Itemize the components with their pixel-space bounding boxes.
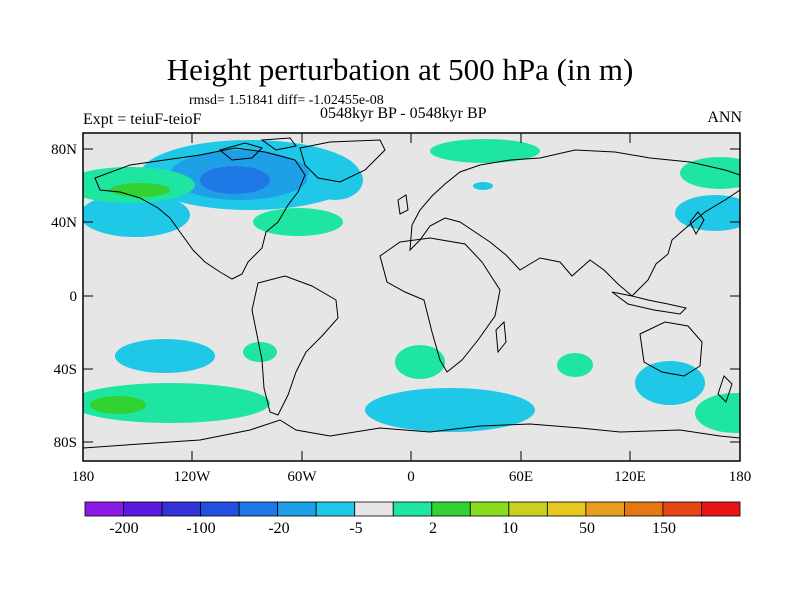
anomaly-negative-north-pacific bbox=[83, 193, 190, 237]
lat-label-80n: 80N bbox=[51, 142, 77, 158]
lat-tick-marks bbox=[83, 148, 740, 443]
coastline-layer bbox=[83, 137, 740, 449]
stats-text: rmsd= 1.51841 diff= -1.02455e-08 bbox=[189, 93, 384, 108]
anomaly-positive-arctic bbox=[430, 139, 540, 163]
colorbar-swatch-5 bbox=[238, 501, 279, 517]
lon-label-180-left: 180 bbox=[72, 469, 95, 485]
colorbar-label-8: 150 bbox=[652, 520, 676, 537]
colorbar-swatch-1 bbox=[84, 501, 124, 517]
lon-labels: 180 120W 60W 0 60E 120E 180 bbox=[72, 469, 752, 485]
lon-label-0: 0 bbox=[407, 469, 415, 485]
lon-tick-marks bbox=[82, 133, 741, 461]
coastline-uk bbox=[397, 194, 409, 215]
colorbar-swatch-7 bbox=[315, 501, 356, 517]
colorbar-label-6: 10 bbox=[502, 520, 518, 537]
lon-label-60w: 60W bbox=[287, 469, 317, 485]
anomaly-positive-siberia bbox=[680, 157, 740, 189]
colorbar-label-4: -5 bbox=[349, 520, 362, 537]
coastline-japan bbox=[689, 211, 705, 236]
lat-label-40s: 40S bbox=[54, 362, 77, 378]
colorbar-swatch-4 bbox=[200, 501, 240, 517]
coastline-north-america bbox=[94, 147, 306, 280]
anomaly-negative-south-australia bbox=[635, 361, 705, 405]
lat-label-40n: 40N bbox=[51, 215, 77, 231]
anomaly-positive-south-indian bbox=[557, 353, 593, 377]
coastline-eurasia bbox=[409, 149, 740, 297]
colorbar-label-5: 2 bbox=[429, 520, 437, 537]
colorbar-swatch-14 bbox=[585, 501, 625, 517]
lon-label-120w: 120W bbox=[174, 469, 212, 485]
coastline-africa bbox=[379, 237, 501, 373]
anomaly-negative-canada-center bbox=[200, 166, 270, 194]
colorbar-swatch-9 bbox=[392, 501, 433, 517]
colorbar-labels: -200 -100 -20 -5 2 10 50 150 bbox=[109, 520, 676, 537]
colorbar-swatch-2 bbox=[123, 501, 163, 517]
anomaly-fill-layer bbox=[83, 139, 740, 433]
colorbar-swatch-15 bbox=[624, 501, 664, 517]
colorbar-swatch-11 bbox=[469, 501, 510, 517]
lon-label-60e: 60E bbox=[509, 469, 533, 485]
coastline-south-america bbox=[251, 275, 339, 416]
anomaly-positive-tasman bbox=[695, 393, 740, 433]
coastline-antarctica bbox=[83, 419, 740, 449]
anomaly-negative-south-pacific bbox=[115, 339, 215, 373]
lat-labels: 80N 40N 0 40S 80S bbox=[51, 142, 77, 451]
colorbar-swatch-3 bbox=[161, 501, 201, 517]
anomaly-negative-north-atlantic bbox=[307, 160, 363, 200]
colorbar-swatch-6 bbox=[277, 501, 317, 517]
lon-label-120e: 120E bbox=[614, 469, 646, 485]
lat-label-0: 0 bbox=[70, 289, 78, 305]
lat-label-80s: 80S bbox=[54, 435, 77, 451]
experiment-label: Expt = teiuF-teioF bbox=[83, 111, 202, 128]
colorbar-label-3: -20 bbox=[268, 520, 289, 537]
coastline-greenland bbox=[299, 139, 386, 183]
colorbar-swatch-13 bbox=[546, 501, 587, 517]
colorbar-swatch-10 bbox=[431, 501, 471, 517]
coastline-arctic-islands bbox=[218, 137, 297, 161]
anomaly-negative-northwest-pacific bbox=[675, 195, 740, 231]
colorbar-swatch-8 bbox=[354, 501, 394, 517]
coastline-australia bbox=[639, 321, 703, 377]
colorbar-label-1: -200 bbox=[109, 520, 138, 537]
colorbar bbox=[84, 501, 741, 517]
anomaly-positive-south-atlantic bbox=[395, 345, 445, 379]
lon-label-180-right: 180 bbox=[729, 469, 752, 485]
colorbar-swatch-16 bbox=[662, 501, 702, 517]
anomaly-negative-russia bbox=[473, 182, 493, 190]
anomaly-negative-southern-ocean bbox=[365, 388, 535, 432]
colorbar-swatch-17 bbox=[701, 501, 741, 517]
plot-title: Height perturbation at 500 hPa (in m) bbox=[166, 52, 634, 87]
coastline-new-zealand bbox=[717, 375, 733, 403]
colorbar-label-2: -100 bbox=[186, 520, 215, 537]
anomaly-positive-west-atlantic bbox=[253, 208, 343, 236]
anomaly-positive-southern-pacific-core bbox=[90, 396, 146, 414]
anomaly-positive-north-pacific-core bbox=[110, 183, 170, 197]
coastline-indonesia bbox=[611, 291, 687, 315]
coastline-madagascar bbox=[495, 320, 507, 354]
season-label: ANN bbox=[707, 109, 742, 126]
colorbar-swatch-12 bbox=[508, 501, 548, 517]
colorbar-label-7: 50 bbox=[579, 520, 595, 537]
period-label: 0548kyr BP - 0548kyr BP bbox=[320, 105, 487, 122]
